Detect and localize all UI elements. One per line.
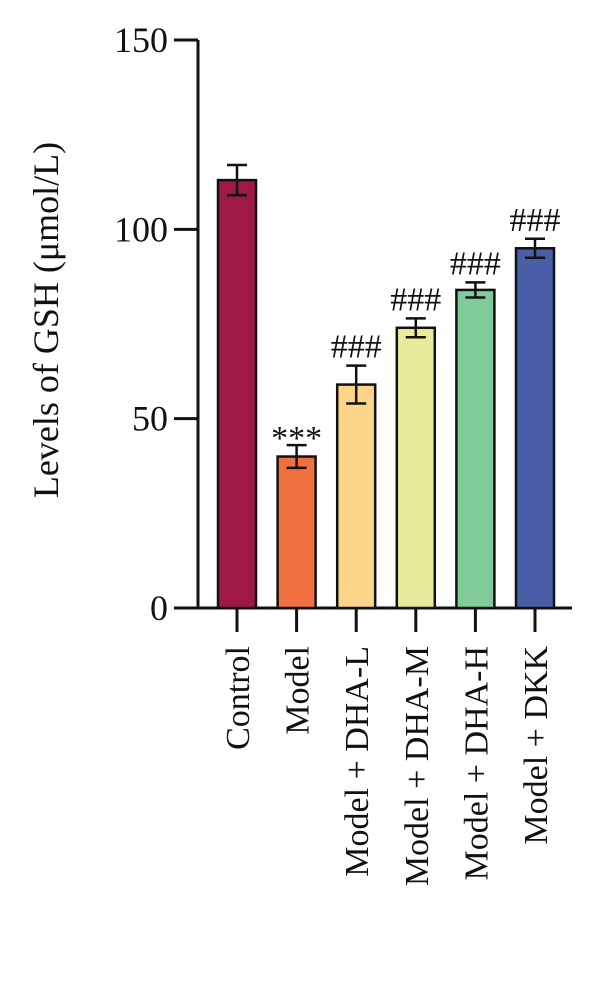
category-label: Control bbox=[220, 646, 257, 750]
significance-annotation: ### bbox=[331, 329, 382, 366]
significance-annotations: ***############ bbox=[271, 202, 560, 457]
significance-annotation: ### bbox=[450, 245, 501, 282]
axes bbox=[196, 40, 572, 610]
significance-annotation: ### bbox=[510, 202, 561, 239]
bar bbox=[216, 178, 258, 610]
significance-annotation: *** bbox=[271, 420, 322, 457]
y-tick-label: 150 bbox=[114, 20, 168, 60]
error-bars bbox=[227, 163, 545, 470]
y-tick-label: 0 bbox=[150, 588, 168, 628]
category-label: Model + DHA-M bbox=[399, 646, 436, 886]
bars bbox=[216, 178, 556, 610]
y-tick-label: 50 bbox=[132, 399, 168, 439]
bar bbox=[276, 455, 317, 610]
y-axis-label: Levels of GSH (μmol/L) bbox=[26, 142, 66, 498]
category-label: Model + DHA-H bbox=[458, 646, 495, 880]
bar bbox=[455, 288, 496, 610]
category-labels: Control Model Model + DHA-L Model + DHA-M Mo… bbox=[220, 646, 555, 887]
category-label: Model + DHA-L bbox=[339, 646, 376, 877]
y-ticks: 0 50 100 150 bbox=[114, 20, 198, 628]
x-ticks bbox=[235, 608, 537, 632]
bar bbox=[335, 383, 377, 610]
bar bbox=[395, 326, 437, 610]
bar bbox=[514, 247, 556, 610]
category-label: Model + DKK bbox=[518, 646, 555, 845]
category-label: Model bbox=[280, 646, 317, 735]
y-tick-label: 100 bbox=[114, 209, 168, 249]
y-axis-label-group: Levels of GSH (μmol/L) bbox=[26, 142, 66, 498]
significance-annotation: ### bbox=[390, 281, 441, 318]
